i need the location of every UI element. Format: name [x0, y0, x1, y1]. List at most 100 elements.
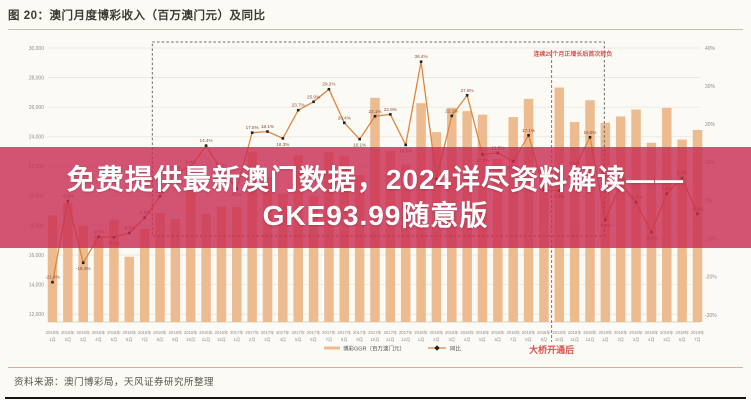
svg-text:2018年: 2018年: [568, 329, 582, 336]
svg-text:12月: 12月: [586, 337, 595, 343]
svg-text:2017年: 2017年: [307, 329, 321, 336]
svg-text:4月: 4月: [280, 337, 287, 343]
svg-text:25.9%: 25.9%: [307, 94, 320, 99]
source-divider: [8, 367, 743, 368]
svg-text:8月: 8月: [341, 337, 348, 343]
svg-text:连续29个月正增长后首次转负: 连续29个月正增长后首次转负: [534, 50, 613, 58]
svg-text:2018年: 2018年: [506, 329, 520, 336]
source-note: 资料来源：澳门博彩局，天风证券研究所整理: [14, 377, 215, 388]
watermark-line2: GKE93.99随意版: [262, 199, 489, 231]
svg-text:10月: 10月: [186, 337, 195, 343]
svg-text:5月: 5月: [664, 337, 671, 343]
svg-text:2016年: 2016年: [61, 329, 75, 336]
watermark-line1: 免费提供最新澳门数据，2024详尽资料解读——: [66, 163, 685, 195]
svg-text:17.1%: 17.1%: [522, 128, 535, 133]
svg-text:2018年: 2018年: [491, 329, 505, 336]
svg-text:2019年: 2019年: [599, 329, 613, 336]
svg-text:11月: 11月: [202, 337, 211, 343]
svg-text:28,000: 28,000: [29, 75, 45, 81]
legend: 博彩GGR（百万澳门元） 同比: [324, 345, 462, 353]
svg-text:2月: 2月: [65, 337, 72, 343]
svg-text:3月: 3月: [264, 337, 271, 343]
svg-text:2016年: 2016年: [123, 329, 137, 336]
svg-text:2018年: 2018年: [583, 329, 597, 336]
growth-streak-box: [151, 41, 605, 237]
svg-text:同比: 同比: [450, 345, 462, 353]
svg-text:6月: 6月: [310, 337, 317, 343]
svg-text:7月: 7月: [326, 337, 333, 343]
svg-text:2月: 2月: [249, 337, 256, 343]
svg-text:博彩GGR（百万澳门元）: 博彩GGR（百万澳门元）: [343, 345, 405, 353]
svg-text:2018年: 2018年: [476, 329, 490, 336]
svg-text:22.6%: 22.6%: [384, 107, 397, 112]
x-axis-labels: 2016年1月2016年2月2016年3月2016年4月2016年5月2016年…: [46, 329, 705, 343]
svg-text:3月: 3月: [80, 337, 87, 343]
svg-text:10月: 10月: [555, 337, 564, 343]
svg-text:-16.3%: -16.3%: [76, 266, 91, 271]
svg-text:14.4%: 14.4%: [200, 138, 213, 143]
svg-text:14,000: 14,000: [29, 282, 45, 288]
svg-text:22.2%: 22.2%: [445, 108, 458, 113]
svg-text:2016年: 2016年: [76, 329, 90, 336]
svg-text:4月: 4月: [464, 337, 471, 343]
page-title: 图 20：澳门月度博彩收入（百万澳门元）及同比: [8, 10, 266, 22]
svg-text:16.3%: 16.3%: [276, 142, 289, 147]
svg-text:9月: 9月: [541, 337, 548, 343]
svg-text:6月: 6月: [126, 337, 133, 343]
svg-text:2017年: 2017年: [291, 329, 305, 336]
svg-text:6月: 6月: [679, 337, 686, 343]
svg-text:2018年: 2018年: [445, 329, 459, 336]
svg-text:2017年: 2017年: [399, 329, 413, 336]
svg-text:2016年: 2016年: [92, 329, 106, 336]
svg-text:2018年: 2018年: [522, 329, 536, 336]
svg-text:30,000: 30,000: [29, 46, 45, 52]
legend-bar-swatch: [324, 346, 340, 350]
svg-text:3月: 3月: [449, 337, 456, 343]
svg-text:-20%: -20%: [705, 275, 717, 281]
svg-text:1月: 1月: [49, 337, 56, 343]
svg-text:2016年: 2016年: [138, 329, 152, 336]
svg-text:12月: 12月: [217, 337, 226, 343]
svg-text:11月: 11月: [570, 337, 579, 343]
svg-text:2017年: 2017年: [322, 329, 336, 336]
svg-text:2017年: 2017年: [245, 329, 259, 336]
svg-text:40%: 40%: [705, 46, 716, 52]
svg-text:大桥开通后: 大桥开通后: [529, 344, 574, 355]
svg-text:11月: 11月: [386, 337, 395, 343]
svg-text:8月: 8月: [525, 337, 532, 343]
svg-text:9月: 9月: [356, 337, 363, 343]
svg-text:26,000: 26,000: [29, 105, 45, 111]
svg-text:2016年: 2016年: [215, 329, 229, 336]
svg-text:2017年: 2017年: [230, 329, 244, 336]
svg-text:36.4%: 36.4%: [415, 54, 428, 59]
svg-text:2016年: 2016年: [107, 329, 121, 336]
svg-text:24,000: 24,000: [29, 135, 45, 141]
svg-text:2017年: 2017年: [276, 329, 290, 336]
svg-text:22.1%: 22.1%: [368, 109, 381, 114]
svg-text:27.6%: 27.6%: [461, 88, 474, 93]
svg-text:16.1%: 16.1%: [353, 143, 366, 148]
svg-text:1月: 1月: [234, 337, 241, 343]
svg-text:1月: 1月: [418, 337, 425, 343]
svg-text:20%: 20%: [705, 122, 716, 128]
svg-text:2018年: 2018年: [553, 329, 567, 336]
svg-text:5月: 5月: [111, 337, 118, 343]
svg-text:16.6%: 16.6%: [583, 130, 596, 135]
svg-text:2016年: 2016年: [199, 329, 213, 336]
svg-text:2017年: 2017年: [261, 329, 275, 336]
box-note: 连续29个月正增长后首次转负: [534, 50, 613, 58]
svg-text:5月: 5月: [479, 337, 486, 343]
svg-text:12月: 12月: [401, 337, 410, 343]
svg-text:2017年: 2017年: [353, 329, 367, 336]
svg-text:2017年: 2017年: [338, 329, 352, 336]
svg-text:23.7%: 23.7%: [292, 103, 305, 108]
svg-text:-30%: -30%: [705, 313, 717, 319]
svg-text:2019年: 2019年: [675, 329, 689, 336]
svg-text:2017年: 2017年: [384, 329, 398, 336]
svg-text:2018年: 2018年: [414, 329, 428, 336]
svg-text:4月: 4月: [95, 337, 102, 343]
title-divider: [8, 29, 743, 30]
svg-text:9月: 9月: [172, 337, 179, 343]
svg-text:2019年: 2019年: [645, 329, 659, 336]
